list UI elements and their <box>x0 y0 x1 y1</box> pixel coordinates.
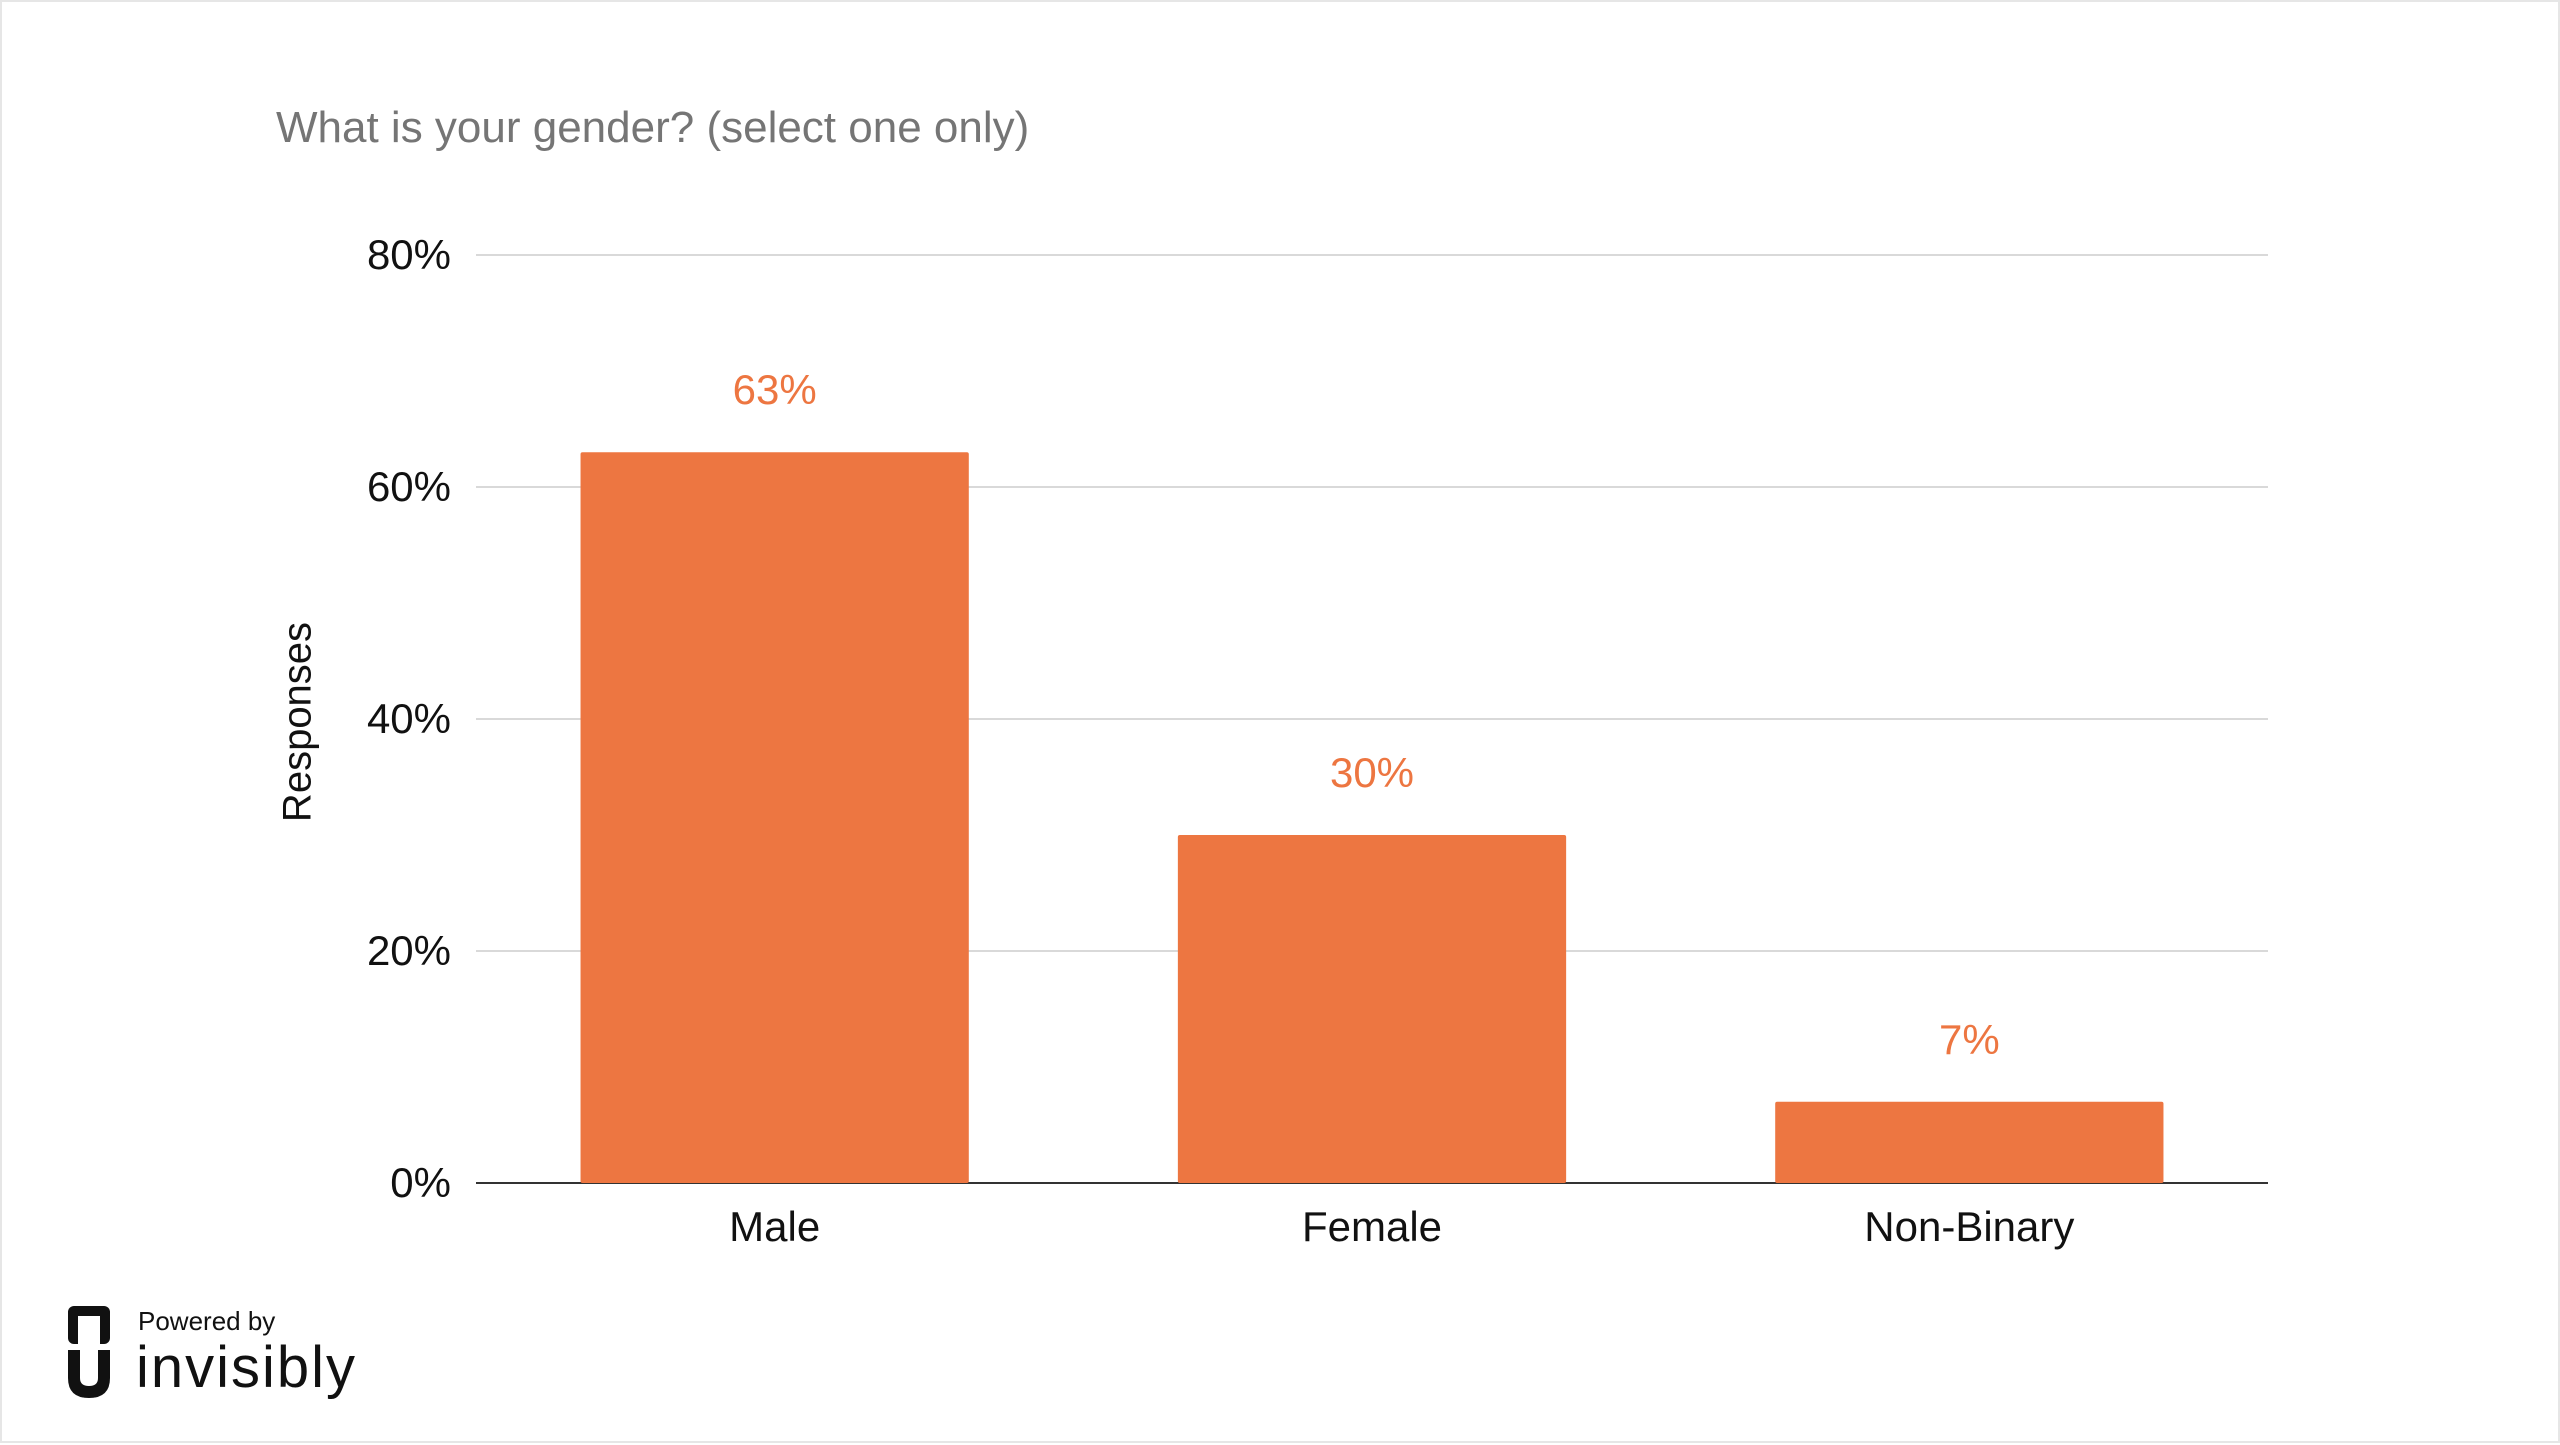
y-tick-label: 20% <box>367 927 451 974</box>
labels-layer: 0% 20% 40% 60% 80% 63% Male 30% Female 7% Non-Bina… <box>367 231 2074 1250</box>
brand-name: invisibly <box>136 1335 358 1400</box>
x-tick-label: Female <box>1302 1203 1442 1250</box>
y-tick-label: 0% <box>390 1159 451 1206</box>
bar-non-binary <box>1775 1101 2164 1183</box>
y-tick-label: 80% <box>367 231 451 278</box>
powered-by-label: Powered by <box>138 1306 276 1336</box>
data-label: 63% <box>733 366 817 413</box>
chart-title: What is your gender? (select one only) <box>276 103 1030 152</box>
y-tick-label: 60% <box>367 463 451 510</box>
bars-layer <box>580 452 2164 1183</box>
x-tick-label: Non-Binary <box>1864 1203 2074 1250</box>
powered-by-brand: Powered by invisibly <box>68 1302 388 1402</box>
bar-male <box>580 452 969 1183</box>
bar-female <box>1177 835 1567 1183</box>
y-tick-label: 40% <box>367 695 451 742</box>
data-label: 30% <box>1330 749 1414 796</box>
data-label: 7% <box>1939 1016 2000 1063</box>
x-tick-label: Male <box>729 1203 820 1250</box>
invisibly-logo-icon <box>68 1306 110 1398</box>
